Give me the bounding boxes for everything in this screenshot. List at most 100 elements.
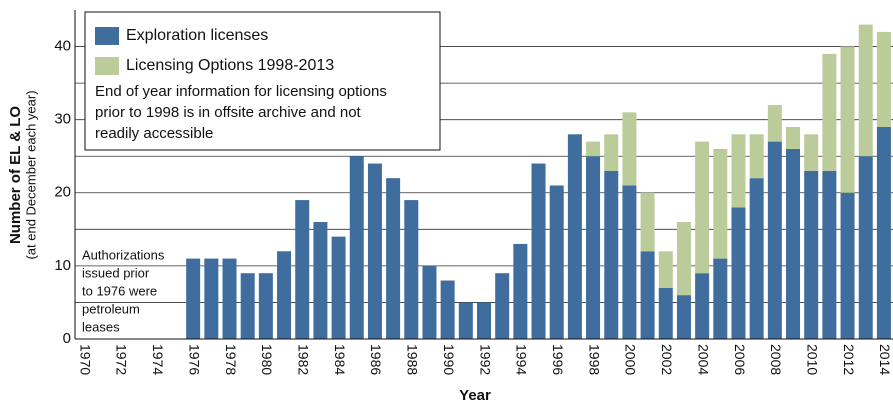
x-tick-label: 2012 bbox=[841, 344, 857, 375]
bar-segment bbox=[858, 156, 873, 339]
x-tick-label: 1994 bbox=[514, 344, 530, 375]
x-axis-label: Year bbox=[459, 387, 491, 404]
x-tick-label: 1984 bbox=[332, 344, 348, 375]
bar-segment bbox=[640, 251, 655, 339]
x-tick-label: 2014 bbox=[877, 344, 893, 375]
bar-segment bbox=[386, 178, 401, 339]
legend-swatch bbox=[95, 27, 119, 45]
x-tick-label: 1970 bbox=[77, 344, 93, 375]
bar-segment bbox=[640, 192, 655, 252]
bar-segment bbox=[604, 134, 619, 171]
bar-segment bbox=[658, 287, 673, 339]
x-tick-label: 1974 bbox=[150, 344, 166, 375]
bar-segment bbox=[495, 273, 510, 339]
bar-segment bbox=[186, 258, 201, 339]
bar-segment bbox=[840, 46, 855, 193]
bar-segment bbox=[222, 258, 237, 339]
y-tick-label: 20 bbox=[54, 184, 71, 201]
legend-note: End of year information for licensing op… bbox=[95, 83, 387, 100]
legend-swatch bbox=[95, 57, 119, 75]
bar-segment bbox=[240, 273, 255, 339]
bar-segment bbox=[513, 243, 528, 339]
x-tick-label: 1996 bbox=[550, 344, 566, 375]
x-tick-label: 2006 bbox=[732, 344, 748, 375]
bar-segment bbox=[804, 170, 819, 339]
x-tick-label: 1978 bbox=[223, 344, 239, 375]
bar-segment bbox=[477, 302, 491, 339]
bar-segment bbox=[767, 141, 782, 339]
annotation: Authorizations bbox=[82, 247, 165, 262]
legend-note: readily accessible bbox=[95, 125, 213, 142]
bar-segment bbox=[731, 207, 746, 339]
x-tick-label: 2008 bbox=[768, 344, 784, 375]
legend-box bbox=[84, 11, 441, 151]
bar-segment bbox=[604, 170, 619, 339]
y-tick-label: 0 bbox=[63, 330, 71, 347]
x-tick-label: 1976 bbox=[186, 344, 202, 375]
bar-segment bbox=[440, 280, 455, 339]
y-tick-label: 40 bbox=[54, 38, 71, 55]
x-tick-label: 1980 bbox=[259, 344, 275, 375]
y-axis-label: Number of EL & LO bbox=[7, 106, 24, 244]
bar-segment bbox=[876, 31, 891, 127]
bar-segment bbox=[258, 273, 273, 339]
bar-segment bbox=[804, 134, 819, 171]
bar-segment bbox=[531, 163, 546, 339]
bar-segment bbox=[840, 192, 855, 339]
bar-segment bbox=[731, 134, 746, 208]
annotation: petroleum bbox=[82, 301, 140, 316]
bar-segment bbox=[622, 112, 637, 186]
bar-segment bbox=[349, 156, 364, 339]
bar-segment bbox=[277, 251, 292, 339]
bar-segment bbox=[786, 148, 801, 339]
bar-segment bbox=[331, 236, 346, 339]
x-tick-label: 1990 bbox=[441, 344, 457, 375]
x-tick-label: 1972 bbox=[114, 344, 130, 375]
annotation: issued prior bbox=[82, 265, 150, 280]
bar-segment bbox=[204, 258, 219, 339]
bar-segment bbox=[786, 126, 801, 149]
x-tick-label: 2000 bbox=[623, 344, 639, 375]
bar-segment bbox=[858, 24, 873, 157]
x-tick-label: 2010 bbox=[804, 344, 820, 375]
legend-label: Exploration licenses bbox=[126, 27, 268, 44]
bar-segment bbox=[404, 200, 419, 339]
bar-segment bbox=[458, 302, 473, 339]
legend-note: prior to 1998 is in offsite archive and … bbox=[95, 104, 362, 121]
x-tick-label: 1998 bbox=[586, 344, 602, 375]
bar-segment bbox=[713, 258, 728, 339]
bar-segment bbox=[695, 141, 710, 274]
bar-segment bbox=[313, 222, 328, 339]
bar-segment bbox=[822, 53, 837, 171]
bar-segment bbox=[749, 134, 764, 179]
y-tick-label: 30 bbox=[54, 111, 71, 128]
bar-segment bbox=[676, 295, 691, 339]
bar-segment bbox=[586, 156, 601, 339]
x-tick-label: 1982 bbox=[296, 344, 312, 375]
annotation: to 1976 were bbox=[82, 283, 157, 298]
x-tick-label: 2004 bbox=[695, 344, 711, 375]
bar-segment bbox=[713, 148, 728, 259]
bar-segment bbox=[695, 273, 710, 339]
x-tick-label: 1988 bbox=[405, 344, 421, 375]
bar-segment bbox=[658, 251, 673, 288]
bar-segment bbox=[549, 185, 564, 339]
bar-segment bbox=[822, 170, 837, 339]
x-tick-label: 1992 bbox=[477, 344, 493, 375]
y-tick-label: 10 bbox=[54, 257, 71, 274]
bar-segment bbox=[295, 200, 310, 339]
bar-segment bbox=[676, 222, 691, 296]
x-tick-label: 1986 bbox=[368, 344, 384, 375]
bar-segment bbox=[876, 126, 891, 339]
bar-segment bbox=[422, 265, 437, 339]
bar-segment bbox=[622, 185, 637, 339]
bar-segment bbox=[749, 178, 764, 339]
x-tick-label: 2002 bbox=[659, 344, 675, 375]
annotation: leases bbox=[82, 319, 120, 334]
bar-segment bbox=[367, 163, 382, 339]
legend-label: Licensing Options 1998-2013 bbox=[126, 57, 334, 74]
bar-segment bbox=[767, 105, 782, 142]
y-axis-sublabel: (at end December each year) bbox=[23, 90, 38, 259]
bar-segment bbox=[586, 141, 601, 157]
